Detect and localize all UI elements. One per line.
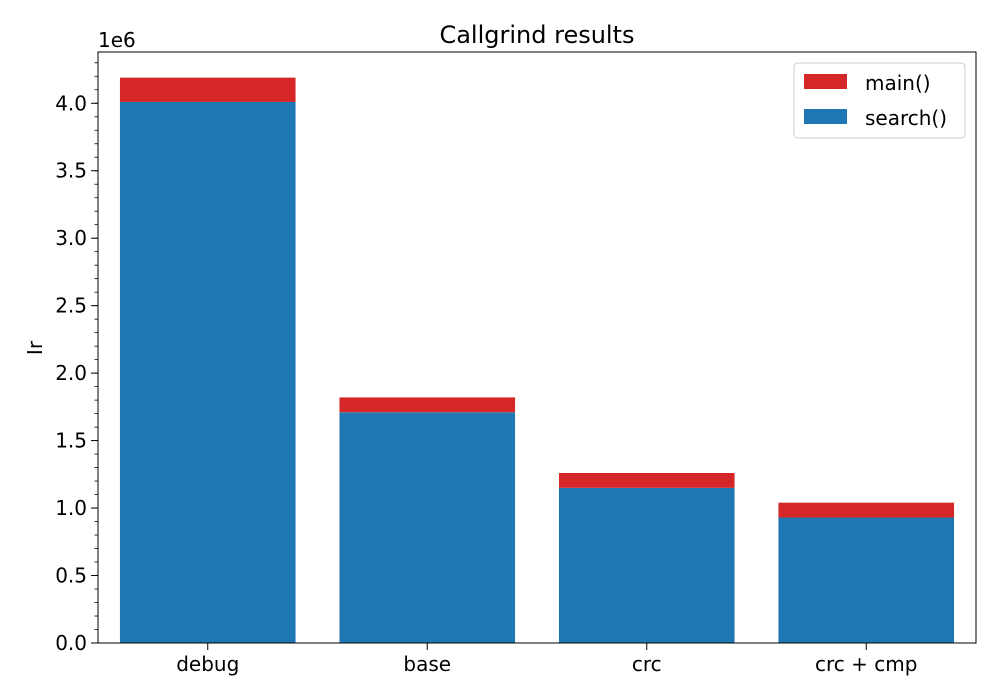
y-tick-label: 1.0 — [55, 496, 87, 520]
x-tick-label: crc + cmp — [815, 652, 917, 676]
y-tick-label: 4.0 — [55, 91, 87, 115]
y-tick-label: 1.5 — [55, 429, 87, 453]
legend-swatch-search — [804, 109, 847, 124]
x-tick-label: debug — [176, 652, 239, 676]
legend: main() search() — [793, 62, 966, 139]
legend-label-search: search() — [865, 106, 947, 130]
x-axis-ticks: debug base crc crc + cmp — [176, 643, 917, 676]
bar-main-debug — [119, 77, 296, 102]
x-tick-label: base — [403, 652, 451, 676]
bar-main-crc-cmp — [778, 502, 955, 518]
bar-search-crc — [558, 487, 735, 643]
x-tick-label: crc — [632, 652, 662, 676]
axes — [97, 51, 977, 644]
bar-search-base — [339, 412, 516, 643]
bar-main-base — [339, 397, 516, 413]
y-tick-label: 3.0 — [55, 226, 87, 250]
chart-title: Callgrind results — [439, 21, 634, 49]
y-axis-offset-label: 1e6 — [98, 28, 136, 52]
y-axis-label: Ir — [23, 340, 47, 355]
y-tick-label: 3.5 — [55, 159, 87, 183]
y-axis-ticks: 0.0 0.5 1.0 1.5 2.0 2.5 3.0 3.5 4.0 — [55, 62, 98, 655]
y-tick-label: 0.0 — [55, 631, 87, 655]
bar-search-crc-cmp — [778, 517, 955, 643]
legend-swatch-main — [804, 74, 847, 89]
legend-label-main: main() — [865, 71, 931, 95]
y-tick-label: 2.0 — [55, 361, 87, 385]
bar-search-debug — [119, 101, 296, 644]
y-tick-label: 2.5 — [55, 294, 87, 318]
bar-main-crc — [558, 472, 735, 488]
y-tick-label: 0.5 — [55, 564, 87, 588]
bars — [119, 77, 955, 644]
axes-frame — [97, 51, 977, 644]
